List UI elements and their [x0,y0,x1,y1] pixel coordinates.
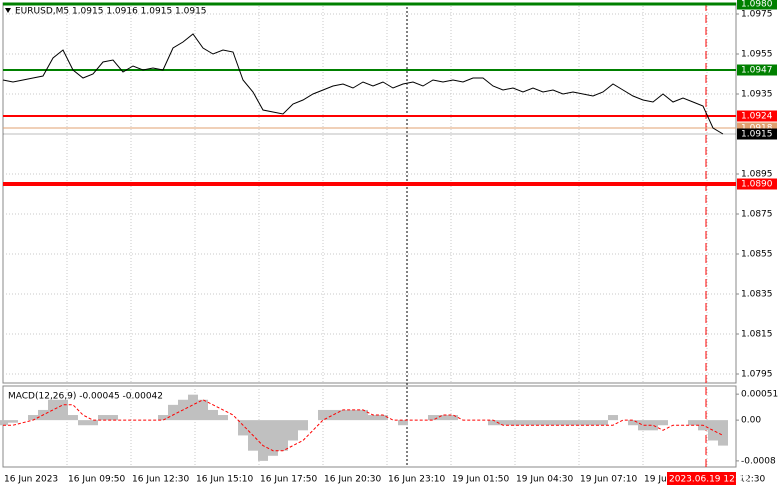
macd-bar [0,420,8,426]
macd-bar [268,420,278,456]
menu-triangle [5,8,11,13]
y-tick-label: 1.0795 [741,370,773,380]
macd-bar [608,415,618,421]
macd-bar [158,415,168,421]
x-tick-label: 19 Jun 07:10 [580,475,637,485]
level-label-bg [737,178,777,190]
x-tick-label: 16 Jun 12:30 [132,475,189,485]
level-label-bg [737,122,777,134]
x-tick-label: 16 Jun 20:30 [324,475,381,485]
level-label-bg [737,110,777,122]
x-tick-label: 16 Jun 09:50 [68,475,125,485]
macd-bar [88,420,98,426]
macd-bar [548,420,558,426]
price-line [2,33,724,135]
macd-bar [398,420,408,426]
macd-bar [718,420,728,446]
y-tick-label: 1.0815 [741,330,773,340]
x-tick-label: 16 Jun 2023 [4,475,58,485]
macd-title: MACD(12,26,9) -0.00045 -0.00042 [8,392,163,402]
macd-bar [628,420,638,426]
signal-line [3,399,724,452]
macd-bar [28,415,38,421]
macd-bar [588,420,598,426]
macd-bar [648,420,658,431]
y-tick-label: -0.0008 [741,456,776,466]
macd-bar [48,399,58,421]
level-label-bg [737,128,777,140]
macd-bar [328,409,338,421]
x-tick-label: 19 Jun 01:50 [452,475,509,485]
y-tick-label: 1.0955 [741,50,773,60]
macd-bar [338,409,348,421]
macd-bar [708,420,718,441]
y-tick-label: 1.0835 [741,290,773,300]
y-tick-label: 0.00051 [741,390,778,400]
y-tick-label: 1.0975 [741,10,773,20]
macd-bar [688,420,698,426]
level-label: 1.0980 [741,0,773,10]
macd-bar [568,420,578,426]
macd-bar [278,420,288,451]
level-label: 1.0947 [741,66,773,76]
macd-bar [378,415,388,421]
x-tick-label: 16 Jun 17:50 [260,475,317,485]
macd-bar [348,409,358,421]
macd-bar [68,415,78,421]
cursor-label-bg [667,472,736,485]
macd-bar [58,399,68,421]
level-label: 1.0915 [741,130,773,140]
x-tick-label: 19 Jun 04:30 [516,475,573,485]
macd-bar [258,420,268,461]
macd-bar [428,415,438,421]
y-tick-label: 1.0855 [741,250,773,260]
macd-bar [658,420,668,426]
cursor-label: 2023.06.19 12:25 [669,475,749,485]
macd-bar [518,420,528,426]
level-label: 1.0924 [741,112,773,122]
macd-bar [198,399,208,421]
level-label-bg [737,64,777,76]
macd-bar [598,420,608,426]
macd-bar [318,409,328,421]
macd-bar [368,415,378,421]
macd-bar [558,420,568,426]
x-tick-label: 16 Jun 23:10 [388,475,445,485]
macd-pane [2,385,737,468]
macd-bar [638,420,648,431]
level-label-bg [737,0,777,10]
macd-bar [298,420,308,431]
chart-title: EURUSD,M5 1.0915 1.0916 1.0915 1.0915 [15,7,207,17]
macd-bar [438,415,448,421]
macd-bar [108,415,118,421]
macd-bar [238,420,248,436]
macd-bar [488,420,498,426]
macd-bar [218,415,228,421]
macd-bar [528,420,538,426]
macd-bar [8,420,18,423]
macd-bar [188,394,198,421]
macd-bar [168,404,178,421]
macd-bar [538,420,548,426]
x-tick-label: 19 Jun 12:30 [708,475,765,485]
level-label: 1.0890 [741,180,773,190]
macd-bar [508,420,518,426]
y-tick-label: 1.0935 [741,90,773,100]
y-tick-label: 1.0875 [741,210,773,220]
macd-bar [448,415,458,421]
macd-bar [358,409,368,421]
macd-bar [208,409,218,421]
macd-bar [578,420,588,426]
macd-bar [288,420,298,441]
macd-bar [98,415,108,421]
macd-bar [78,420,88,426]
macd-bar [498,420,508,426]
y-tick-label: 1.0895 [741,170,773,180]
y-tick-label: 0.00 [741,416,761,426]
x-tick-label: 16 Jun 15:10 [196,475,253,485]
